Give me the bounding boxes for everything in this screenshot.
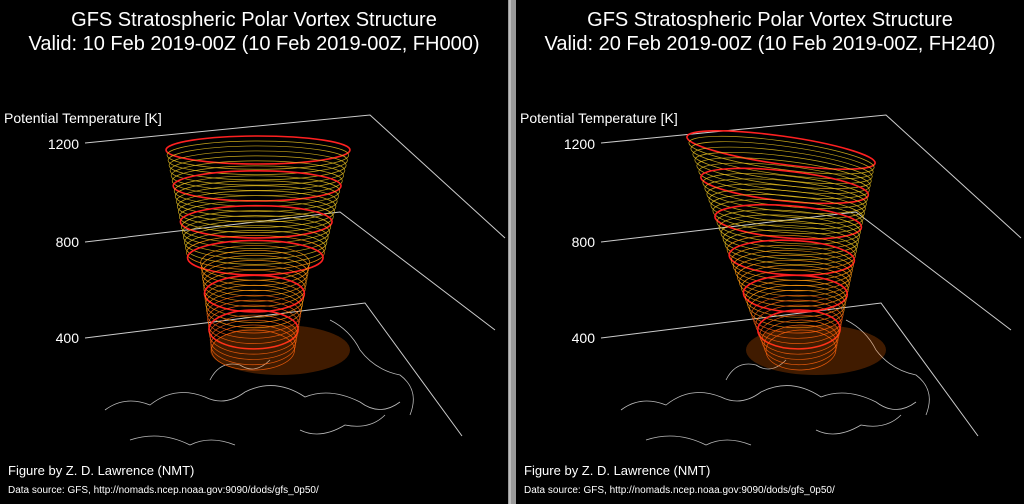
axis-plane-line: [84, 302, 463, 437]
panel: GFS Stratospheric Polar Vortex Structure…: [520, 9, 1022, 496]
vortex-layer: [759, 314, 840, 355]
tick-label: 800: [572, 234, 596, 250]
subtitle: Valid: 20 Feb 2019-00Z (10 Feb 2019-00Z,…: [545, 33, 996, 55]
vortex-layer: [747, 284, 846, 323]
vortex-layer: [753, 299, 843, 339]
subtitle: Valid: 10 Feb 2019-00Z (10 Feb 2019-00Z,…: [29, 33, 480, 55]
vortex-layer: [206, 289, 303, 329]
vortex-layer: [688, 135, 875, 175]
vortex-layer: [183, 220, 329, 255]
tick-label: 800: [56, 234, 80, 250]
title: GFS Stratospheric Polar Vortex Structure: [587, 9, 953, 31]
vortex-layer: [207, 304, 300, 344]
axis-title: Potential Temperature [K]: [520, 110, 678, 126]
vortex-layer: [203, 274, 306, 313]
tick-label: 1200: [564, 136, 595, 152]
credit: Figure by Z. D. Lawrence (NMT): [8, 463, 194, 478]
vortex-layer: [204, 279, 304, 318]
axis-plane-line: [600, 114, 1022, 239]
vortex-layer: [718, 214, 860, 250]
vortex-layer: [165, 135, 351, 165]
vortex-layer: [708, 188, 865, 224]
tick-label: 400: [572, 330, 596, 346]
vortex-layer: [749, 289, 845, 329]
vortex-layer: [186, 235, 325, 270]
vortex-layer: [185, 230, 326, 265]
vortex-layer: [167, 145, 348, 175]
vortex-layer: [726, 234, 856, 271]
vortex-layer: [706, 183, 866, 219]
vortex-layer: [761, 319, 839, 360]
vortex-layer: [179, 204, 333, 239]
vortex-layer: [184, 225, 328, 260]
vortex-layer: [722, 224, 858, 260]
vortex-layer: [206, 294, 302, 334]
vortex-layer: [169, 155, 346, 186]
vortex-layer: [176, 190, 337, 223]
vortex-layer: [203, 269, 306, 307]
title: GFS Stratospheric Polar Vortex Structure: [71, 9, 437, 31]
vortex-layer: [751, 294, 844, 334]
axis-plane-line: [600, 211, 1012, 331]
tick-label: 400: [56, 330, 80, 346]
vortex-layer: [763, 324, 838, 366]
vortex-layer: [704, 178, 867, 214]
vortex-layer: [207, 299, 301, 339]
vortex-layer: [166, 140, 350, 170]
vortex-layer: [714, 203, 863, 240]
vortex-layer: [700, 167, 870, 205]
vortex-layer: [205, 284, 303, 323]
coastline: [104, 319, 414, 446]
vortex-layer: [720, 219, 859, 255]
vortex-layer: [742, 274, 849, 313]
axis-plane-line: [84, 114, 506, 239]
vortex-layer: [734, 254, 852, 292]
vortex-layer: [702, 173, 868, 209]
vortex-layer: [712, 199, 863, 235]
vortex-layer: [692, 146, 873, 185]
vortex-layer: [710, 194, 864, 229]
vortex-layer: [209, 314, 298, 355]
vortex-layer: [177, 195, 335, 228]
axis-plane-line: [84, 211, 496, 331]
vortex-layer: [181, 210, 332, 244]
vortex-layer: [716, 209, 861, 245]
vortex-base: [746, 325, 886, 375]
vortex-layer: [178, 200, 334, 234]
vortex-layer: [765, 329, 837, 371]
vortex-layer: [201, 255, 309, 292]
tick-label: 1200: [48, 136, 79, 152]
coastline: [620, 319, 930, 446]
vortex-layer: [175, 185, 338, 218]
vortex-layer: [182, 215, 330, 249]
vortex-layer: [736, 259, 851, 297]
vortex-base: [210, 325, 350, 375]
vortex-layer: [202, 264, 307, 302]
vortex-layer: [738, 264, 850, 302]
vortex-layer: [745, 279, 847, 318]
vortex-layer: [202, 260, 308, 297]
vortex-layer: [210, 324, 296, 366]
vortex-layer: [690, 141, 874, 180]
vortex-layer: [168, 150, 347, 181]
axis-title: Potential Temperature [K]: [4, 110, 162, 126]
vortex-layer: [209, 319, 297, 360]
vortex-layer: [755, 304, 842, 344]
credit: Figure by Z. D. Lawrence (NMT): [524, 463, 710, 478]
source: Data source: GFS, http://nomads.ncep.noa…: [524, 485, 835, 496]
vortex-layer: [174, 180, 339, 212]
source: Data source: GFS, http://nomads.ncep.noa…: [8, 485, 319, 496]
panel: GFS Stratospheric Polar Vortex Structure…: [4, 9, 506, 496]
vortex-layer: [208, 309, 299, 350]
vortex-layer: [724, 229, 857, 266]
vortex-layer: [686, 130, 876, 170]
vortex-layer: [756, 309, 841, 350]
vortex-layer: [211, 329, 295, 371]
axis-plane-line: [600, 302, 979, 437]
vortex-layer: [741, 269, 849, 307]
panel-divider: [508, 0, 516, 504]
